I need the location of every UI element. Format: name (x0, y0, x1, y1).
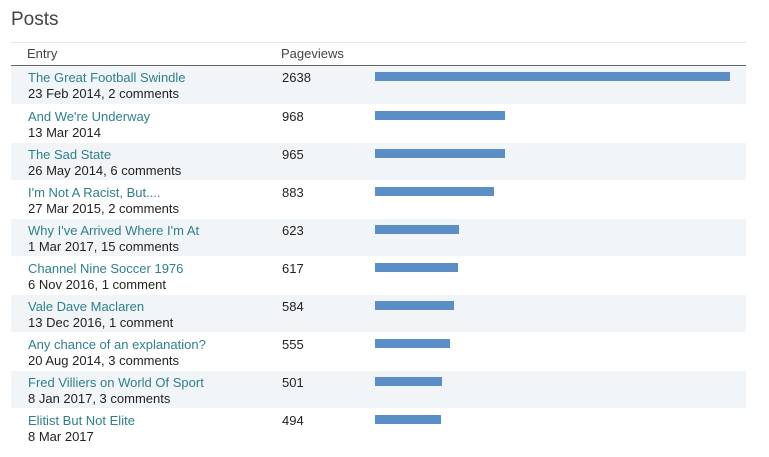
post-title-link[interactable]: Elitist But Not Elite (28, 413, 135, 428)
pageview-bar (375, 225, 459, 234)
table-row: And We're Underway 13 Mar 2014 968 (11, 104, 746, 142)
post-title-link[interactable]: And We're Underway (28, 109, 151, 124)
post-date-comments: 1 Mar 2017, 15 comments (28, 239, 180, 254)
pageview-bar (375, 263, 458, 272)
table-row: Elitist But Not Elite 8 Mar 2017 494 (11, 408, 746, 446)
pageview-count: 555 (282, 337, 304, 352)
pageview-bar (375, 72, 730, 81)
post-date-comments: 8 Jan 2017, 3 comments (28, 391, 171, 406)
post-date-comments: 13 Dec 2016, 1 comment (28, 315, 174, 330)
table-row: Vale Dave Maclaren 13 Dec 2016, 1 comment… (11, 294, 746, 332)
table-row: The Sad State 26 May 2014, 6 comments 965 (11, 142, 746, 180)
table-row: I'm Not A Racist, But.... 27 Mar 2015, 2 … (11, 180, 746, 218)
section-title: Posts (11, 9, 59, 30)
pageview-count: 2638 (282, 70, 311, 85)
pageview-bar (375, 339, 450, 348)
post-title-link[interactable]: Fred Villiers on World Of Sport (28, 375, 204, 390)
table-row: Channel Nine Soccer 1976 6 Nov 2016, 1 co… (11, 256, 746, 294)
post-title-link[interactable]: Any chance of an explanation? (28, 337, 206, 352)
column-header-entry[interactable]: Entry (27, 46, 58, 61)
post-date-comments: 27 Mar 2015, 2 comments (28, 201, 180, 216)
post-date-comments: 23 Feb 2014, 2 comments (28, 86, 180, 101)
pageview-count: 617 (282, 261, 304, 276)
post-title-link[interactable]: I'm Not A Racist, But.... (28, 185, 161, 200)
post-date-comments: 13 Mar 2014 (28, 125, 101, 140)
pageview-count: 584 (282, 299, 304, 314)
post-title-link[interactable]: The Great Football Swindle (28, 70, 186, 85)
pageview-bar (375, 415, 441, 424)
pageview-bar (375, 377, 442, 386)
column-header-pageviews[interactable]: Pageviews (281, 46, 344, 61)
table-row: Fred Villiers on World Of Sport 8 Jan 201… (11, 370, 746, 408)
pageview-count: 501 (282, 375, 304, 390)
pageview-count: 623 (282, 223, 304, 238)
table-row: Why I've Arrived Where I'm At 1 Mar 2017,… (11, 218, 746, 256)
pageview-bar (375, 149, 505, 158)
table-header: Entry Pageviews (11, 42, 746, 67)
post-date-comments: 8 Mar 2017 (28, 429, 94, 444)
pageview-count: 965 (282, 147, 304, 162)
pageview-count: 494 (282, 413, 304, 428)
post-date-comments: 20 Aug 2014, 3 comments (28, 353, 180, 368)
pageview-count: 883 (282, 185, 304, 200)
post-title-link[interactable]: Channel Nine Soccer 1976 (28, 261, 184, 276)
posts-table-body: The Great Football Swindle 23 Feb 2014, 2… (11, 66, 746, 446)
post-title-link[interactable]: Why I've Arrived Where I'm At (28, 223, 200, 238)
post-date-comments: 26 May 2014, 6 comments (28, 163, 182, 178)
post-title-link[interactable]: Vale Dave Maclaren (28, 299, 145, 314)
pageview-bar (375, 187, 494, 196)
post-title-link[interactable]: The Sad State (28, 147, 112, 162)
post-date-comments: 6 Nov 2016, 1 comment (28, 277, 167, 292)
table-row: The Great Football Swindle 23 Feb 2014, 2… (11, 66, 746, 104)
pageview-count: 968 (282, 109, 304, 124)
pageview-bar (375, 301, 454, 310)
pageview-bar (375, 111, 505, 120)
table-row: Any chance of an explanation? 20 Aug 2014… (11, 332, 746, 370)
